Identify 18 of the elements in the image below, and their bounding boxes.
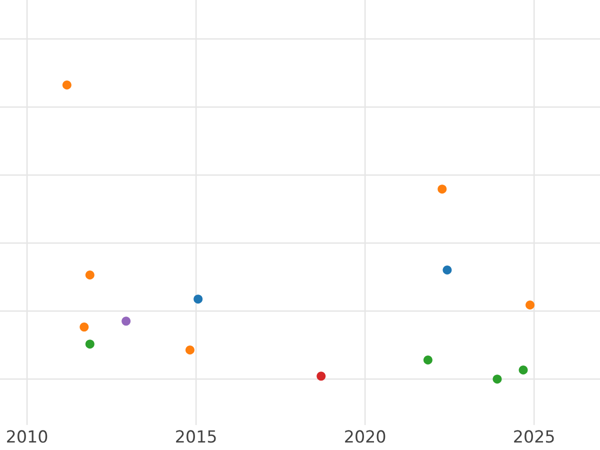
point [442, 266, 452, 274]
point [80, 322, 89, 332]
point [85, 270, 94, 280]
x-tick-label: 2020 [345, 430, 386, 443]
point [194, 294, 203, 304]
point [423, 356, 432, 364]
x-tick-label: 2010 [7, 430, 48, 443]
point [518, 366, 528, 374]
point [492, 374, 502, 384]
point [185, 346, 194, 354]
point [85, 340, 94, 349]
point [316, 372, 326, 381]
point [438, 184, 447, 194]
x-tick-label: 2015 [176, 430, 216, 443]
x-tick-label: 2025 [514, 430, 554, 443]
point [122, 316, 131, 326]
point [526, 300, 535, 310]
point [62, 80, 72, 90]
